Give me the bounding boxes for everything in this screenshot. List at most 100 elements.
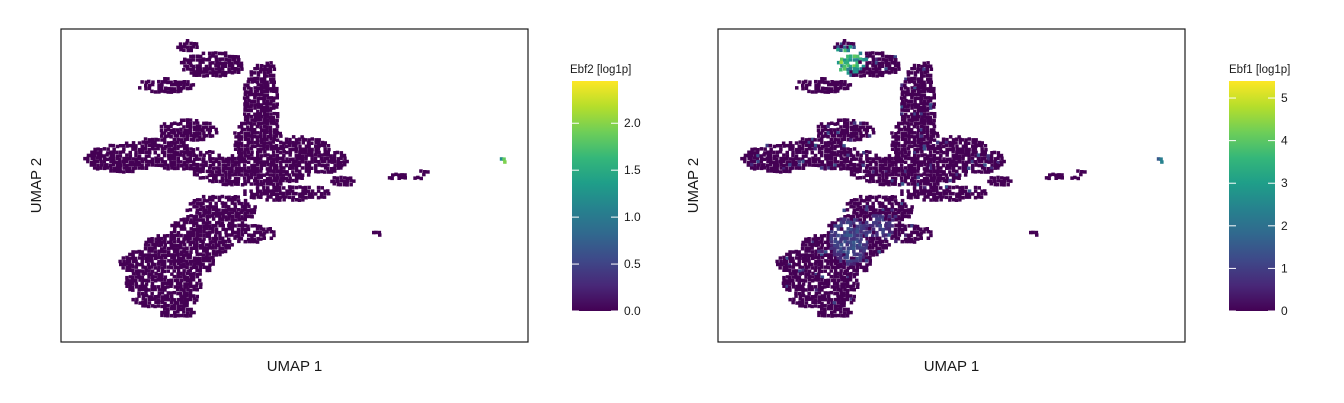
umap-hexbin-cell <box>907 80 911 84</box>
umap-hexbin-cell <box>801 150 806 154</box>
umap-hexbin-cell <box>823 134 828 138</box>
umap-hexbin-cell <box>791 144 795 148</box>
umap-hexbin-cell <box>852 249 856 254</box>
umap-hexbin-cell <box>147 86 152 91</box>
umap-hexbin-cell <box>967 157 971 162</box>
umap-hexbin-cell <box>233 198 237 202</box>
umap-hexbin-cell <box>919 231 924 235</box>
umap-hexbin-cell <box>207 51 212 56</box>
umap-hexbin-cell <box>310 141 314 145</box>
umap-hexbin-cell <box>830 278 834 283</box>
umap-hexbin-cell <box>250 131 254 135</box>
umap-hexbin-cell <box>996 151 1001 155</box>
umap-hexbin-cell <box>144 86 148 91</box>
umap-hexbin-cell <box>307 192 312 196</box>
umap-hexbin-cell <box>891 160 895 164</box>
umap-hexbin-cell <box>846 163 850 168</box>
umap-hexbin-cell <box>295 198 299 202</box>
umap-hexbin-cell <box>868 249 873 254</box>
umap-hexbin-cell <box>259 70 263 74</box>
umap-hexbin-cell <box>791 166 795 170</box>
umap-hexbin-cell <box>868 243 872 248</box>
umap-hexbin-cell <box>198 198 202 202</box>
umap-hexbin-cell <box>188 281 193 285</box>
umap-hexbin-cell <box>313 153 318 157</box>
umap-hexbin-cell <box>332 176 336 180</box>
umap-hexbin-cell <box>208 159 212 164</box>
umap-hexbin-cell <box>938 194 942 199</box>
umap-hexbin-cell <box>172 163 177 167</box>
umap-hexbin-cell <box>224 157 228 161</box>
umap-hexbin-cell <box>262 192 267 196</box>
umap-hexbin-cell <box>826 80 830 85</box>
umap-hexbin-cell <box>868 227 872 231</box>
umap-hexbin-cell <box>272 163 276 167</box>
umap-hexbin-cell <box>268 87 272 91</box>
umap-hexbin-cell <box>343 176 347 180</box>
umap-hexbin-cell <box>259 106 264 110</box>
umap-hexbin-cell <box>144 163 149 167</box>
umap-hexbin-cell <box>297 176 302 180</box>
umap-hexbin-cell <box>237 150 241 154</box>
umap-hexbin-cell <box>931 163 936 168</box>
umap-hexbin-cell <box>884 170 888 174</box>
umap-hexbin-cell <box>890 236 894 240</box>
umap-hexbin-cell <box>275 195 279 199</box>
umap-hexbin-cell <box>896 237 901 241</box>
umap-hexbin-cell <box>122 170 126 174</box>
umap-hexbin-cell <box>93 147 97 152</box>
umap-hexbin-cell <box>156 138 160 142</box>
umap-hexbin-cell <box>182 44 187 49</box>
umap-hexbin-cell <box>186 67 190 71</box>
umap-hexbin-cell <box>192 233 196 238</box>
umap-hexbin-cell <box>202 163 206 167</box>
umap-hexbin-cell <box>423 170 427 174</box>
umap-hexbin-cell <box>794 287 798 292</box>
umap-hexbin-cell <box>214 195 218 200</box>
umap-hexbin-cell <box>272 153 276 158</box>
umap-hexbin-cell <box>253 112 257 116</box>
umap-hexbin-cell <box>910 159 914 164</box>
umap-hexbin-cell <box>217 67 221 71</box>
umap-hexbin-cell <box>762 166 767 170</box>
umap-hexbin-cell <box>804 272 808 277</box>
umap-hexbin-cell <box>864 173 869 178</box>
umap-hexbin-cell <box>798 278 803 283</box>
umap-hexbin-cell <box>150 239 154 244</box>
umap-hexbin-cell <box>150 295 154 299</box>
umap-hexbin-cell <box>846 67 850 72</box>
umap-hexbin-cell <box>938 144 942 149</box>
umap-hexbin-cell <box>230 166 234 170</box>
umap-hexbin-cell <box>926 99 930 104</box>
umap-hexbin-cell <box>862 211 866 215</box>
umap-hexbin-cell <box>772 144 777 149</box>
umap-hexbin-cell <box>285 157 289 161</box>
umap-hexbin-cell <box>143 301 148 305</box>
umap-hexbin-cell <box>775 157 779 162</box>
umap-hexbin-cell <box>782 144 786 148</box>
umap-hexbin-cell <box>765 156 770 161</box>
umap-hexbin-cell <box>929 131 934 135</box>
umap-hexbin-cell <box>175 128 180 132</box>
umap-hexbin-cell <box>836 144 840 148</box>
umap-hexbin-cell <box>849 262 854 267</box>
umap-hexbin-cell <box>205 169 210 174</box>
umap-hexbin-cell <box>820 128 825 133</box>
umap-hexbin-cell <box>920 124 924 129</box>
umap-hexbin-cell <box>297 154 301 158</box>
umap-hexbin-cell <box>124 262 129 266</box>
umap-hexbin-cell <box>211 205 215 209</box>
umap-hexbin-cell <box>852 243 856 248</box>
umap-hexbin-cell <box>160 134 164 138</box>
umap-hexbin-cell <box>900 144 905 148</box>
umap-hexbin-cell <box>849 300 854 305</box>
umap-hexbin-cell <box>823 253 827 257</box>
umap-hexbin-cell <box>871 179 876 183</box>
umap-hexbin-cell <box>881 233 886 238</box>
umap-hexbin-cell <box>983 150 987 154</box>
umap-hexbin-cell <box>807 256 811 260</box>
umap-hexbin-cell <box>195 45 199 49</box>
umap-hexbin-cell <box>275 192 279 196</box>
umap-hexbin-cell <box>913 102 917 107</box>
umap-hexbin-cell <box>269 195 273 199</box>
